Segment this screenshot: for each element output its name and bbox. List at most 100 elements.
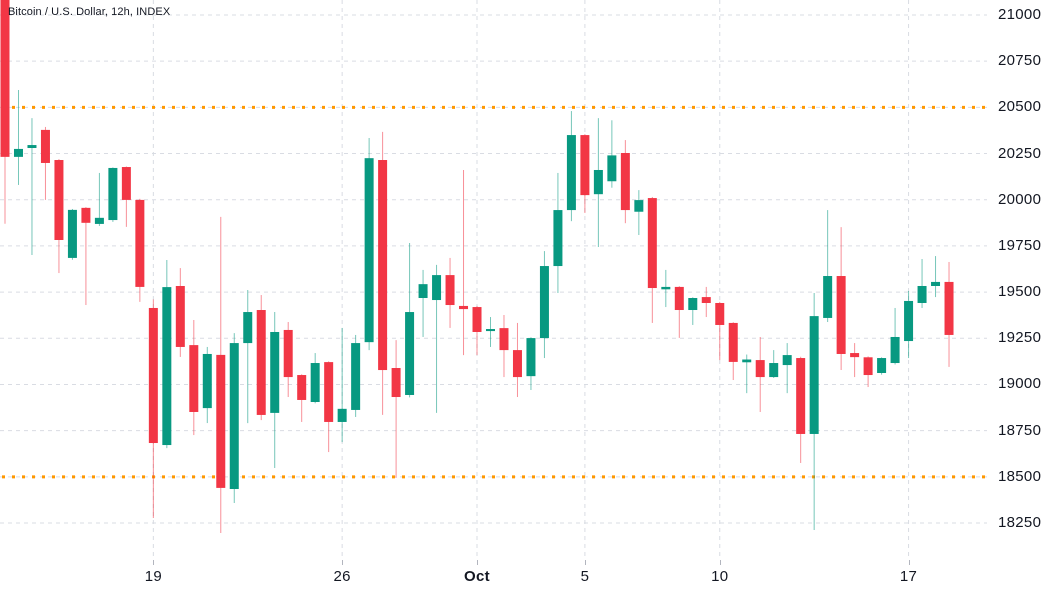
candle-body-up [917,285,927,303]
candle-body-down [148,307,158,444]
candle-body-up [742,359,752,363]
candle-body-down [445,275,455,306]
candle-body-down [620,152,630,211]
candle-body-up [162,287,172,446]
price-axis-label: 20000 [998,190,1042,208]
candle-body-down [378,160,388,371]
time-axis-label: 26 [333,568,351,585]
candle-body-up [310,363,320,403]
time-axis-label: 5 [580,568,590,585]
candle-body-down [647,198,657,289]
candle-body-down [297,375,307,400]
candle-body-up [432,275,442,301]
time-axis-tick [584,560,586,565]
time-axis[interactable]: 19 26 Oct 5 10 17 [0,560,1050,600]
candle-body-down [512,350,522,378]
candle-body-up [202,353,212,409]
candle-body-up [94,217,104,224]
candle-body-down [850,353,860,358]
candle-body-up [337,408,347,422]
candle-body-down [674,286,684,311]
candle-body-down [863,357,873,376]
time-axis-tick [908,560,910,565]
price-axis-label: 19750 [998,236,1042,254]
candle-body-up [539,266,549,339]
candle-body-up [364,158,374,343]
candle-body-down [836,276,846,354]
candle-body-up [661,286,671,290]
candle-body-up [67,209,77,258]
price-axis-label: 18500 [998,467,1042,485]
candle-body-up [526,338,536,377]
price-axis[interactable]: 21000 20750 20500 20250 20000 19750 19500 19250… [986,0,1050,560]
time-axis-label: 17 [899,568,918,585]
candle-body-up [27,145,37,149]
chart-legend[interactable]: Bitcoin / U.S. Dollar, 12h, INDEX [8,6,170,18]
candle-body-up [243,312,253,344]
candle-body-up [108,167,118,221]
candle-body-up [904,300,914,342]
candle-body-up [634,200,644,212]
candle-body-down [755,360,765,378]
time-axis-label: 10 [711,568,729,585]
price-axis-label: 20500 [998,98,1042,116]
candle-body-up [823,276,833,318]
candle-body-up [688,298,698,311]
candle-body-down [256,310,266,415]
candle-body-down [175,285,185,347]
price-axis-label: 18250 [998,514,1042,531]
candle-body-up [607,155,617,182]
candle-body-down [189,345,199,412]
price-axis-label: 19250 [998,329,1042,347]
candle-body-up [351,343,361,410]
candle-body-up [270,331,280,413]
price-axis-label: 19500 [998,283,1042,301]
time-axis-tick [477,560,478,565]
candle-body-down [283,329,293,378]
candle-body-down [216,354,226,488]
time-axis-tick [719,560,721,565]
candle-body-up [931,281,941,286]
candle-body-up [890,336,900,364]
candle-body-down [472,307,482,332]
candle-body-down [499,328,509,351]
candle-body-down [796,358,806,434]
candle-body-down [81,207,91,223]
time-axis-label: Oct [464,568,490,585]
candle-body-down [580,135,590,196]
candle-body-down [40,129,50,163]
candle-body-up [229,343,239,490]
time-axis-label: 19 [144,568,162,585]
candle-body-down [459,305,469,310]
candle-body-down [728,322,738,362]
candle-body-down [54,160,64,240]
candle-body-up [485,329,495,332]
candle-body-up [593,169,603,195]
candle-body-down [324,362,334,422]
price-axis-label: 20250 [998,144,1042,162]
candle-body-down [715,302,725,325]
candle-body-up [13,148,23,157]
candle-body-down [135,199,145,287]
symbol-title: Bitcoin / U.S. Dollar, 12h, INDEX [8,6,171,18]
price-axis-label: 19000 [998,375,1042,393]
candle-body-down [121,167,131,200]
candle-body-up [809,316,819,434]
candle-body-down [0,0,10,157]
price-axis-label: 21000 [998,6,1042,23]
price-axis-label: 20750 [998,52,1042,70]
candle-body-up [418,284,428,299]
time-axis-tick [153,560,155,565]
candle-body-up [877,358,887,374]
candle-body-up [566,135,576,211]
candle-body-up [553,210,563,267]
time-axis-tick [342,560,344,565]
candle-body-down [701,297,711,303]
candle-body-down [391,368,401,398]
candle-body-up [769,363,779,378]
candle-body-up [782,355,792,366]
price-axis-label: 18750 [998,421,1042,439]
candle-body-down [944,281,954,335]
